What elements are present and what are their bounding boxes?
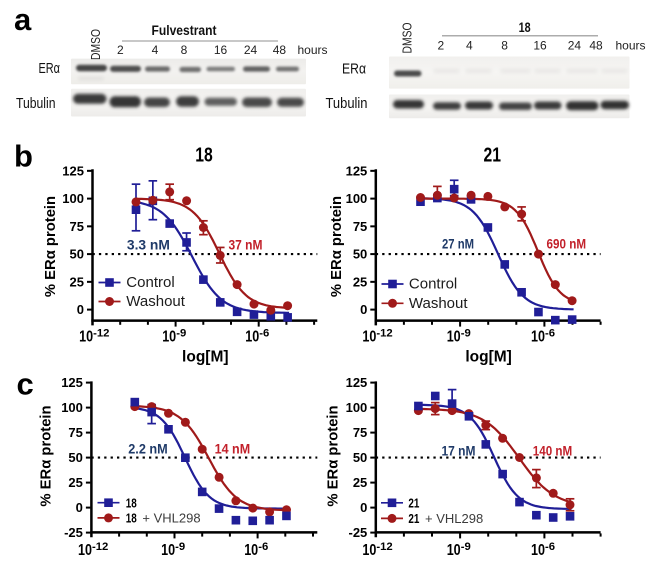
svg-text:25: 25	[70, 274, 84, 289]
svg-text:17 nM: 17 nM	[442, 442, 476, 458]
svg-text:0: 0	[76, 500, 83, 515]
svg-text:Tubulin: Tubulin	[16, 96, 56, 112]
svg-text:% ERα protein: % ERα protein	[43, 196, 59, 297]
svg-text:25: 25	[353, 274, 367, 289]
svg-text:24: 24	[568, 39, 582, 53]
svg-text:24: 24	[244, 43, 258, 57]
svg-text:8: 8	[501, 39, 508, 53]
svg-text:0: 0	[360, 500, 367, 515]
svg-text:% ERα protein: % ERα protein	[326, 405, 342, 506]
svg-text:ERα: ERα	[342, 62, 366, 78]
svg-text:Tubulin: Tubulin	[326, 96, 368, 112]
svg-text:125: 125	[346, 163, 368, 178]
svg-text:2.2 nM: 2.2 nM	[128, 441, 168, 457]
svg-text:DMSO: DMSO	[401, 22, 415, 53]
svg-text:10-9: 10-9	[161, 541, 185, 559]
svg-text:140 nM: 140 nM	[533, 442, 573, 458]
svg-text:100: 100	[62, 191, 84, 206]
svg-text:16: 16	[214, 43, 228, 57]
svg-text:16: 16	[533, 39, 547, 53]
svg-text:75: 75	[70, 219, 84, 234]
svg-text:50: 50	[353, 247, 367, 262]
svg-text:125: 125	[62, 163, 84, 178]
svg-text:Control: Control	[126, 274, 174, 291]
svg-text:75: 75	[68, 425, 82, 440]
svg-text:18: 18	[195, 144, 213, 166]
svg-text:25: 25	[353, 475, 367, 490]
svg-text:-25: -25	[64, 525, 83, 540]
svg-text:Washout: Washout	[126, 293, 185, 310]
svg-text:Control: Control	[409, 276, 457, 293]
svg-text:10-6: 10-6	[531, 541, 555, 559]
svg-text:100: 100	[61, 400, 83, 415]
svg-text:14 nM: 14 nM	[215, 441, 251, 457]
svg-text:% ERα protein: % ERα protein	[329, 196, 345, 297]
svg-text:10-6: 10-6	[245, 328, 269, 346]
svg-text:21: 21	[484, 144, 502, 166]
svg-text:10-12: 10-12	[362, 328, 392, 346]
svg-text:0: 0	[360, 302, 367, 317]
svg-text:18: 18	[126, 495, 137, 510]
svg-text:2: 2	[117, 43, 124, 57]
svg-text:25: 25	[68, 475, 82, 490]
svg-text:21 + VHL298: 21 + VHL298	[408, 511, 483, 526]
svg-text:50: 50	[353, 450, 367, 465]
svg-text:log[M]: log[M]	[182, 349, 228, 366]
svg-text:8: 8	[181, 43, 188, 57]
svg-text:DMSO: DMSO	[89, 29, 103, 60]
svg-text:2: 2	[437, 39, 444, 53]
svg-text:125: 125	[346, 375, 368, 390]
svg-text:27 nM: 27 nM	[442, 236, 474, 252]
svg-text:37 nM: 37 nM	[229, 236, 263, 252]
svg-text:125: 125	[61, 375, 83, 390]
svg-text:75: 75	[353, 425, 367, 440]
svg-text:10-12: 10-12	[79, 328, 109, 346]
svg-text:690 nM: 690 nM	[547, 236, 587, 252]
svg-text:4: 4	[466, 39, 473, 53]
svg-text:log[M]: log[M]	[465, 349, 511, 366]
svg-text:a: a	[14, 2, 32, 37]
svg-text:3.3 nM: 3.3 nM	[127, 236, 170, 252]
svg-text:Washout: Washout	[409, 295, 468, 312]
svg-text:-25: -25	[349, 525, 368, 540]
svg-text:100: 100	[346, 191, 368, 206]
svg-text:hours: hours	[616, 39, 646, 53]
svg-text:10-9: 10-9	[162, 328, 186, 346]
svg-text:4: 4	[152, 43, 159, 57]
svg-text:75: 75	[353, 219, 367, 234]
svg-text:21: 21	[408, 495, 419, 510]
svg-text:ERα: ERα	[39, 61, 61, 77]
svg-text:18: 18	[519, 19, 531, 35]
svg-text:c: c	[17, 366, 34, 401]
svg-text:10-12: 10-12	[78, 541, 108, 559]
svg-text:Fulvestrant: Fulvestrant	[152, 22, 217, 38]
svg-text:10-9: 10-9	[447, 328, 471, 346]
svg-text:50: 50	[70, 247, 84, 262]
svg-text:% ERα protein: % ERα protein	[39, 405, 55, 506]
svg-text:18 + VHL298: 18 + VHL298	[126, 511, 201, 526]
svg-text:10-9: 10-9	[447, 541, 471, 559]
svg-text:48: 48	[589, 39, 603, 53]
svg-text:48: 48	[273, 43, 287, 57]
svg-text:10-6: 10-6	[531, 328, 555, 346]
svg-text:b: b	[14, 139, 33, 174]
svg-text:10-6: 10-6	[244, 541, 268, 559]
svg-text:50: 50	[68, 450, 82, 465]
svg-text:100: 100	[346, 400, 368, 415]
svg-text:0: 0	[77, 302, 84, 317]
svg-text:10-12: 10-12	[362, 541, 392, 559]
svg-text:hours: hours	[298, 43, 328, 57]
